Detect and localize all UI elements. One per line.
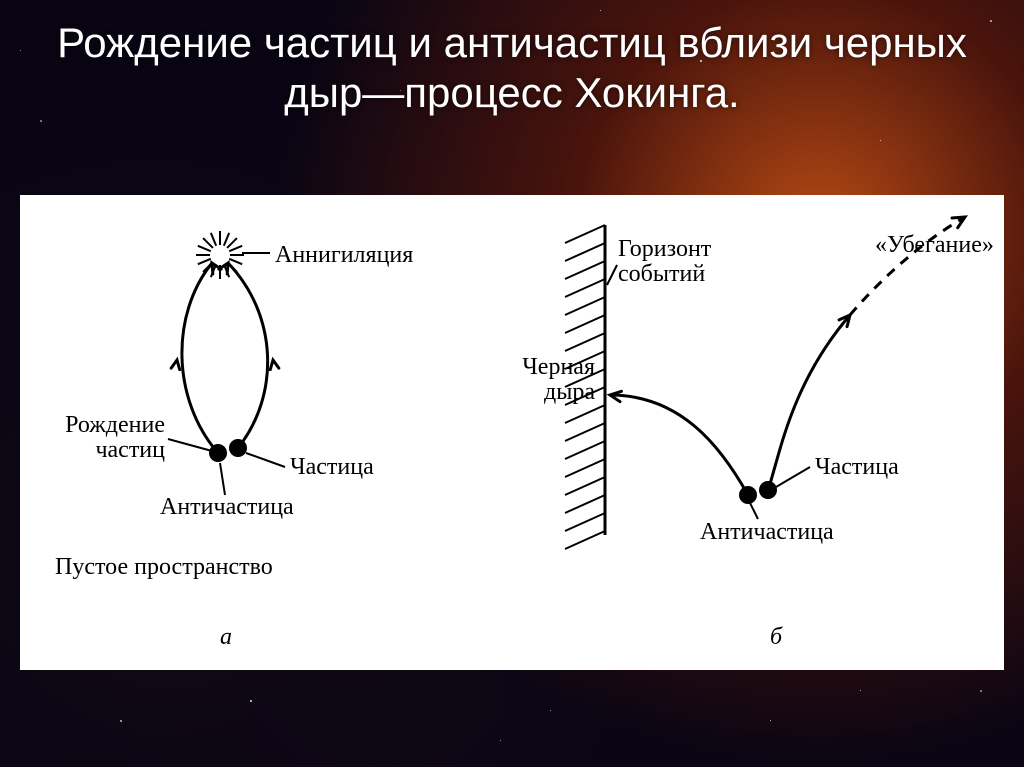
label-blackhole: Черная дыра	[480, 355, 595, 405]
label-antiparticle-a: Античастица	[160, 495, 294, 520]
label-annihilation: Аннигиляция	[275, 243, 413, 268]
label-birth: Рождение частиц	[20, 413, 165, 463]
label-empty-space: Пустое пространство	[55, 555, 273, 580]
label-letter-a: а	[220, 625, 232, 650]
diagram-panel: Аннигиляция Рождение частиц Частица Анти…	[20, 195, 1004, 670]
page-title: Рождение частиц и античастиц вблизи черн…	[0, 18, 1024, 119]
label-antiparticle-b: Античастица	[700, 520, 834, 545]
label-particle-b: Частица	[815, 455, 899, 480]
label-escape: «Убегание»	[875, 233, 994, 258]
label-horizon: Горизонт событий	[618, 237, 711, 287]
label-letter-b: б	[770, 625, 782, 650]
diagram-svg	[20, 195, 1004, 670]
label-particle-a: Частица	[290, 455, 374, 480]
